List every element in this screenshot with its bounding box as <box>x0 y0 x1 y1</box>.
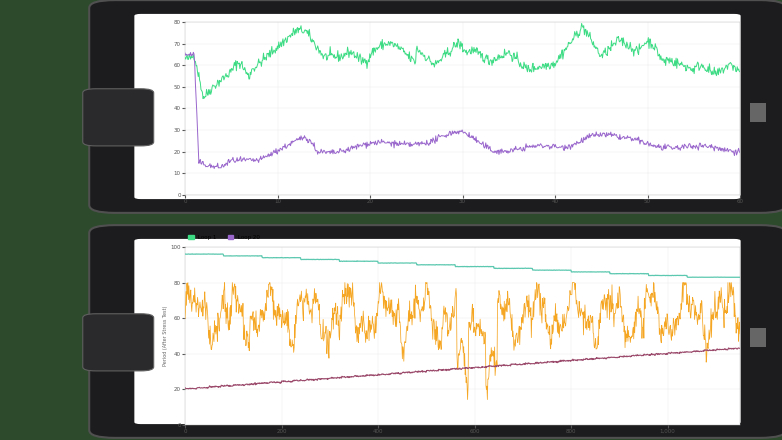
FancyBboxPatch shape <box>89 0 782 213</box>
Bar <box>750 103 766 122</box>
FancyBboxPatch shape <box>135 14 741 199</box>
Bar <box>750 327 766 347</box>
FancyBboxPatch shape <box>89 225 782 438</box>
FancyBboxPatch shape <box>135 239 741 424</box>
Legend: Loop 1, Loop 20: Loop 1, Loop 20 <box>186 233 262 242</box>
Y-axis label: Period (After Stress Test): Period (After Stress Test) <box>163 306 167 366</box>
FancyBboxPatch shape <box>83 89 154 146</box>
FancyBboxPatch shape <box>83 314 154 371</box>
